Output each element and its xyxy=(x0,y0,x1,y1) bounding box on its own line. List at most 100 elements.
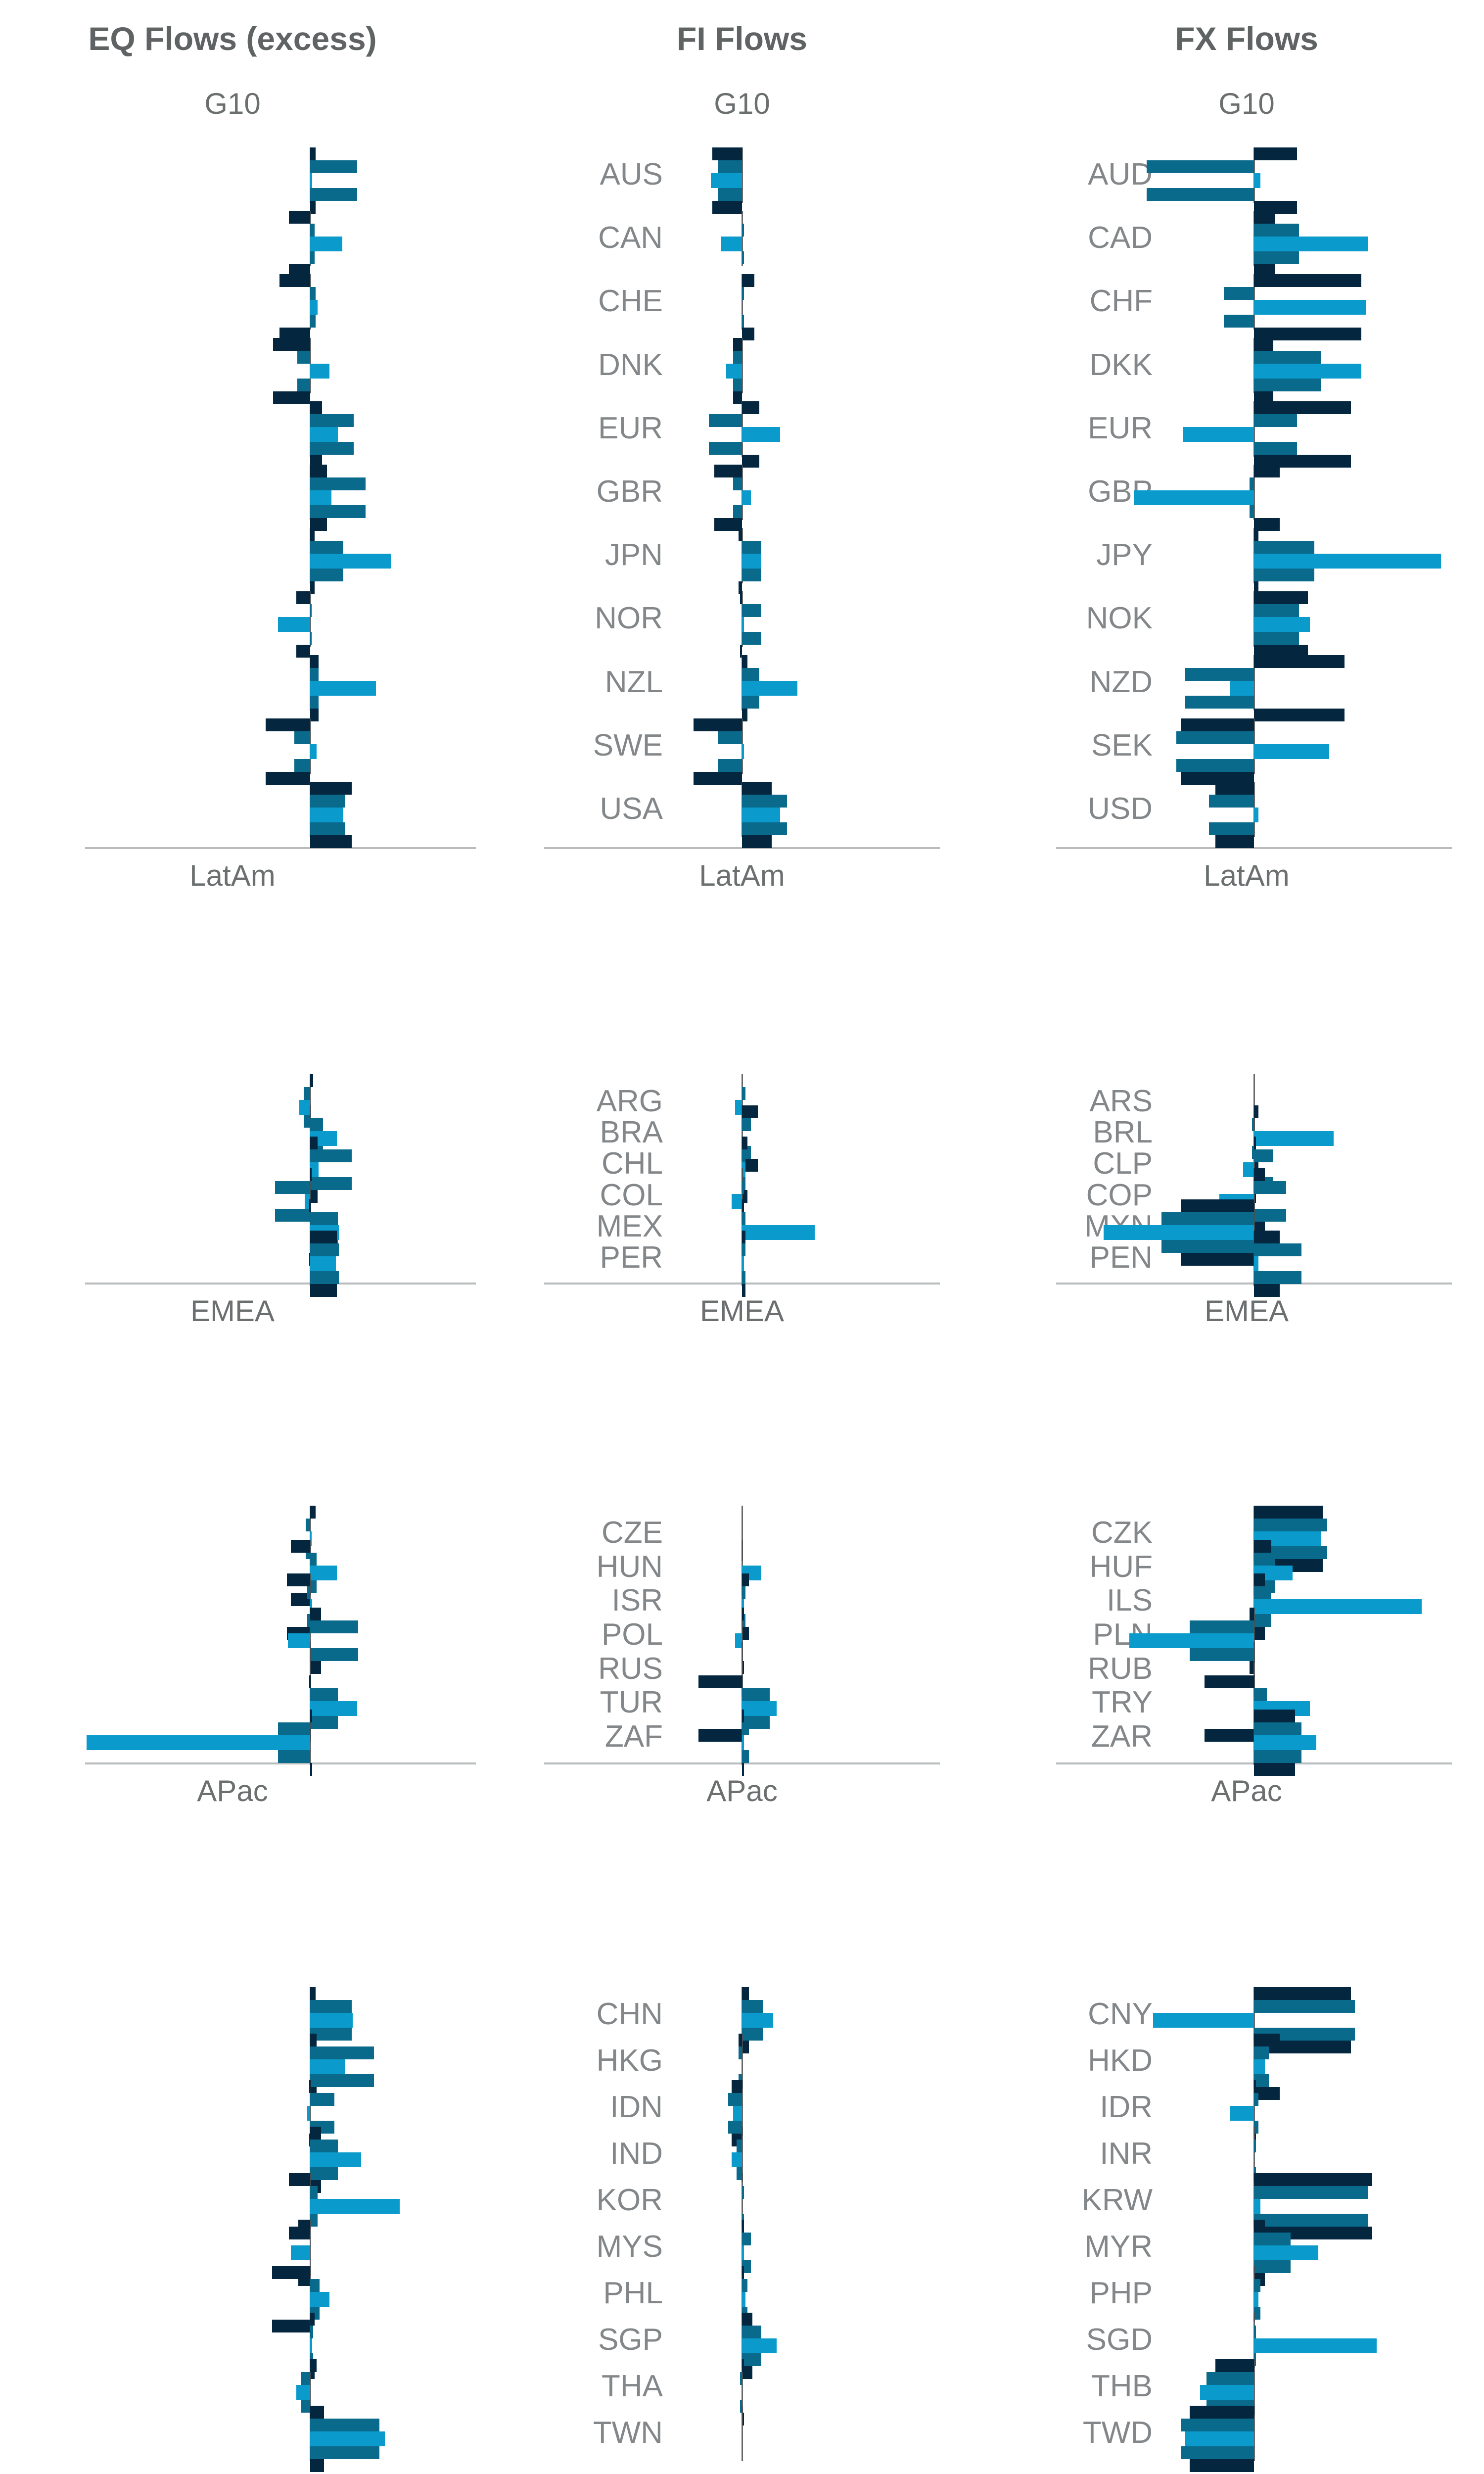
bar-month-dkk xyxy=(1254,350,1321,364)
bar-week-hkd xyxy=(1254,2059,1265,2074)
bar-month-hun xyxy=(310,1580,317,1593)
bar-month-usa xyxy=(742,822,788,835)
bar-month-gbp xyxy=(1250,505,1254,518)
bar-week-pln xyxy=(1129,1633,1254,1648)
bar-week-usd xyxy=(1254,807,1258,822)
bar-week-dkk xyxy=(1254,363,1362,379)
zero-line xyxy=(310,1608,311,1663)
bar-month-sgd xyxy=(1254,2353,1256,2366)
bar-month-isr xyxy=(742,1614,746,1627)
category-label-pol: POL xyxy=(601,1618,663,1652)
bar-month-myr xyxy=(1254,2260,1291,2273)
bar-quarter-huf xyxy=(1254,1539,1271,1553)
bar-week-chn xyxy=(742,2013,774,2028)
category-label-mex: MEX xyxy=(596,1209,663,1243)
bar-quarter-isr xyxy=(286,1573,310,1587)
bar-week-eur xyxy=(742,427,781,442)
bar-month-col xyxy=(275,1208,310,1222)
bar-week-idr xyxy=(1230,2106,1254,2121)
facet-rule-0-p3 xyxy=(1056,847,1452,849)
bar-quarter-swe xyxy=(693,718,742,731)
bar-quarter-swe xyxy=(693,771,742,785)
bar-month-hkg xyxy=(738,2046,742,2059)
bar-month-mxn xyxy=(1161,1212,1254,1225)
bar-month-ils xyxy=(1254,1614,1271,1627)
category-label-ind: IND xyxy=(610,2137,663,2171)
bar-quarter-per xyxy=(742,1284,746,1297)
bar-week-twd xyxy=(1185,2431,1254,2446)
category-label-zaf: ZAF xyxy=(604,1719,663,1754)
bar-month-krw xyxy=(1254,2214,1368,2227)
bar-week-per xyxy=(310,1256,336,1272)
bar-month-sgd xyxy=(1254,2326,1256,2338)
bar-month-bra xyxy=(310,1118,323,1131)
zero-line xyxy=(1253,2359,1255,2415)
bar-quarter-eur xyxy=(310,401,322,414)
bar-week-mys xyxy=(742,2245,744,2260)
bar-month-cad xyxy=(1254,224,1299,237)
bar-month-per xyxy=(742,1243,746,1257)
category-label-rus: RUS xyxy=(598,1651,663,1686)
bar-week-gbp xyxy=(1133,490,1254,505)
bar-week-zar xyxy=(1254,1735,1317,1750)
bar-month-chl xyxy=(742,1149,746,1163)
bar-quarter-usa xyxy=(310,781,352,795)
bar-quarter-che xyxy=(742,274,754,287)
bar-month-che xyxy=(310,287,316,300)
bar-month-twn xyxy=(310,2446,379,2459)
zero-line xyxy=(742,1608,743,1663)
bar-week-arg xyxy=(299,1099,310,1115)
bar-month-brl xyxy=(1252,1146,1254,1159)
bar-week-swe xyxy=(742,744,744,759)
bar-week-can xyxy=(310,237,342,252)
category-label-che: CHE xyxy=(598,284,663,319)
bar-quarter-brl xyxy=(1254,1105,1258,1118)
category-label-mys: MYS xyxy=(596,2230,663,2264)
bar-month-inr xyxy=(1254,2140,1256,2152)
bar-quarter-try xyxy=(1205,1675,1254,1689)
bar-quarter-cze xyxy=(310,1506,316,1519)
category-label-krw: KRW xyxy=(1081,2183,1153,2217)
category-label-pen: PEN xyxy=(1089,1240,1153,1275)
zero-line xyxy=(310,1074,311,1130)
bar-month-aud xyxy=(1146,160,1254,174)
bar-month-nor xyxy=(310,604,312,618)
bar-month-tur xyxy=(310,1716,338,1729)
bar-month-thb xyxy=(1206,2372,1254,2385)
zero-line xyxy=(742,147,743,203)
category-label-jpn: JPN xyxy=(604,538,663,572)
bar-quarter-nor xyxy=(740,591,742,605)
bar-month-zar xyxy=(1254,1722,1301,1735)
bar-month-twd xyxy=(1181,2446,1254,2459)
bar-quarter-aus xyxy=(712,201,742,214)
bar-week-nzd xyxy=(1230,680,1254,696)
zero-line xyxy=(742,1105,743,1161)
bar-week-ind xyxy=(731,2152,742,2167)
category-label-swe: SWE xyxy=(593,728,663,762)
bar-week-gbr xyxy=(742,490,751,505)
bar-quarter-isr xyxy=(742,1573,749,1587)
bar-week-mxn xyxy=(1103,1225,1254,1240)
bar-month-idn xyxy=(728,2121,742,2134)
bar-month-gbr xyxy=(733,505,742,518)
bar-month-can xyxy=(310,251,315,265)
category-label-dnk: DNK xyxy=(598,347,663,382)
bar-quarter-ils xyxy=(1254,1627,1265,1640)
category-label-bra: BRA xyxy=(600,1115,663,1149)
category-label-tha: THA xyxy=(602,2369,663,2403)
bar-month-isr xyxy=(307,1614,310,1627)
bar-month-clp xyxy=(1254,1149,1274,1163)
bar-week-sek xyxy=(1254,744,1330,759)
zero-line xyxy=(742,337,743,393)
panel-title-1: EQ Flows (excess) xyxy=(88,20,377,57)
facet-title-emea-p3: EMEA xyxy=(1204,1294,1289,1328)
bar-quarter-mex xyxy=(309,1199,311,1212)
bar-quarter-myr xyxy=(1254,2220,1265,2233)
bar-quarter-chl xyxy=(310,1190,318,1203)
zero-line xyxy=(1253,1074,1255,1130)
bar-quarter-zaf xyxy=(742,1762,744,1776)
bar-quarter-hkg xyxy=(310,2034,317,2046)
bar-quarter-clp xyxy=(1254,1190,1256,1203)
category-label-inr: INR xyxy=(1100,2137,1153,2171)
bar-quarter-nzl xyxy=(310,708,319,721)
